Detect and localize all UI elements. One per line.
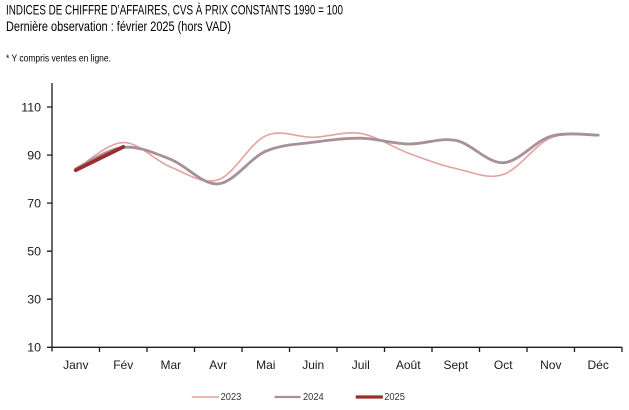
svg-text:Mar: Mar xyxy=(160,358,181,372)
svg-text:Mai: Mai xyxy=(256,358,275,372)
svg-text:10: 10 xyxy=(27,341,41,355)
svg-text:Oct: Oct xyxy=(494,358,513,372)
svg-text:Avr: Avr xyxy=(209,358,227,372)
svg-text:70: 70 xyxy=(27,196,41,210)
svg-text:50: 50 xyxy=(27,245,41,259)
svg-text:Juin: Juin xyxy=(302,358,324,372)
svg-text:2023: 2023 xyxy=(221,392,242,403)
svg-text:Nov: Nov xyxy=(540,358,561,372)
svg-text:INDICES DE CHIFFRE D’AFFAIRES,: INDICES DE CHIFFRE D’AFFAIRES, CVS À PRI… xyxy=(6,2,343,18)
svg-text:* Y compris ventes en ligne.: * Y compris ventes en ligne. xyxy=(6,54,111,65)
svg-text:Déc: Déc xyxy=(588,358,609,372)
svg-text:30: 30 xyxy=(27,293,41,307)
svg-text:Fév: Fév xyxy=(113,358,133,372)
svg-text:2024: 2024 xyxy=(303,392,324,403)
svg-text:110: 110 xyxy=(21,100,41,114)
svg-text:Janv: Janv xyxy=(63,358,88,372)
svg-text:Juil: Juil xyxy=(352,358,370,372)
svg-text:Août: Août xyxy=(396,358,421,372)
svg-text:Dernière observation : février: Dernière observation : février 2025 (hor… xyxy=(6,18,231,34)
svg-text:Sept: Sept xyxy=(443,358,468,372)
svg-text:90: 90 xyxy=(27,148,41,162)
svg-text:2025: 2025 xyxy=(384,392,405,403)
